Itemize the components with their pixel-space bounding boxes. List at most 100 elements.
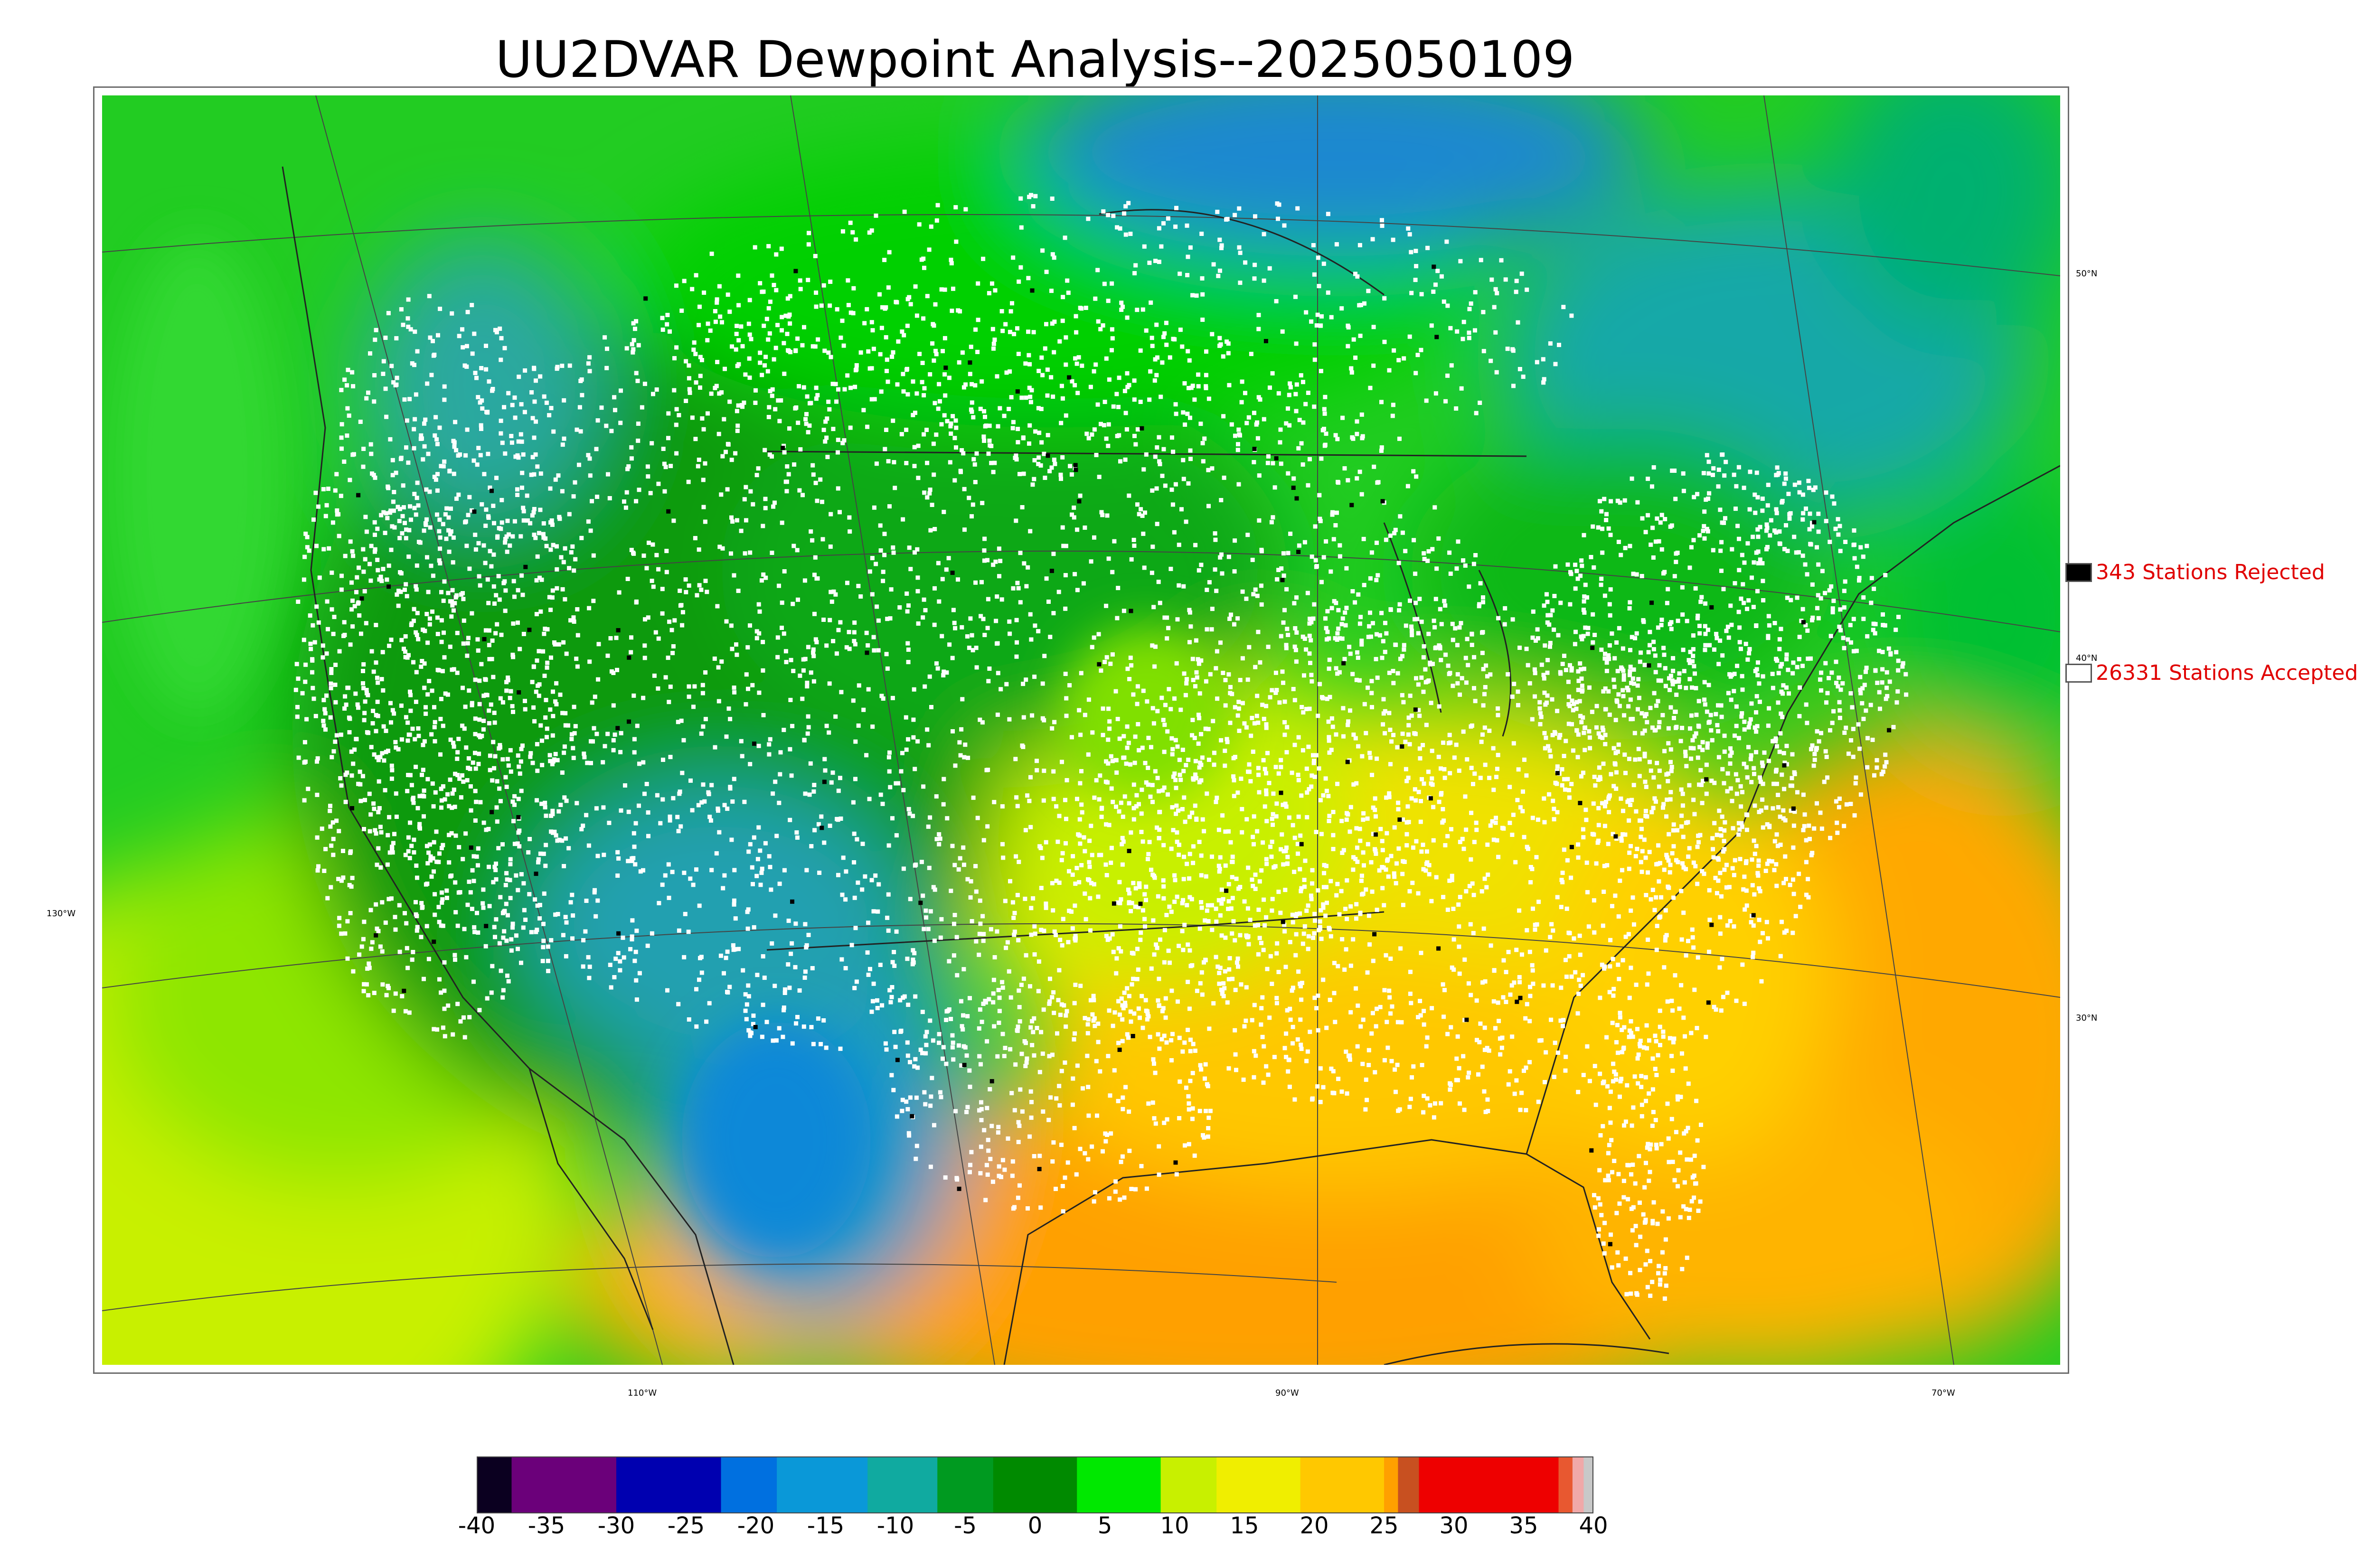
accepted-station-marker [1869, 576, 1874, 581]
accepted-station-marker [1455, 643, 1460, 648]
accepted-station-marker [1264, 1064, 1269, 1069]
accepted-station-marker [1014, 457, 1019, 462]
accepted-station-marker [1607, 713, 1612, 717]
accepted-station-marker [488, 549, 492, 554]
accepted-station-marker [1618, 1015, 1622, 1020]
accepted-station-marker [369, 649, 374, 654]
accepted-station-marker [1872, 773, 1876, 778]
accepted-station-marker [1127, 677, 1132, 681]
accepted-station-marker [1469, 993, 1473, 997]
accepted-station-marker [687, 387, 692, 392]
accepted-station-marker [549, 814, 554, 818]
accepted-station-marker [516, 588, 520, 592]
accepted-station-marker [1202, 829, 1206, 834]
accepted-station-marker [1299, 1042, 1303, 1047]
accepted-station-marker [981, 838, 986, 843]
accepted-station-marker [814, 640, 819, 645]
accepted-station-marker [687, 1017, 691, 1022]
accepted-station-marker [1720, 452, 1725, 457]
accepted-station-marker [677, 413, 681, 417]
accepted-station-marker [403, 521, 407, 526]
accepted-station-marker [1310, 881, 1315, 886]
accepted-station-marker [1581, 634, 1586, 638]
accepted-station-marker [1438, 607, 1442, 611]
accepted-station-marker [1104, 934, 1109, 939]
accepted-station-marker [1366, 913, 1371, 918]
accepted-station-marker [582, 751, 586, 756]
accepted-station-marker [1129, 663, 1134, 668]
accepted-station-marker [1092, 427, 1097, 432]
accepted-station-marker [1840, 681, 1845, 685]
accepted-station-marker [1620, 958, 1625, 963]
accepted-station-marker [1651, 555, 1656, 560]
accepted-station-marker [1719, 1008, 1724, 1013]
accepted-station-marker [1069, 909, 1074, 914]
accepted-station-marker [572, 568, 576, 573]
accepted-station-marker [697, 977, 701, 982]
accepted-station-marker [1772, 839, 1777, 844]
accepted-station-marker [1551, 798, 1555, 803]
accepted-station-marker [1548, 644, 1552, 649]
accepted-station-marker [1538, 711, 1543, 715]
accepted-station-marker [1368, 576, 1373, 581]
accepted-station-marker [315, 792, 320, 797]
accepted-station-marker [1507, 820, 1512, 825]
accepted-station-marker [906, 1003, 911, 1007]
accepted-station-marker [767, 331, 772, 336]
accepted-station-marker [1780, 714, 1785, 719]
accepted-station-marker [769, 887, 773, 892]
accepted-station-marker [611, 703, 616, 708]
accepted-station-marker [1639, 650, 1643, 655]
accepted-station-marker [1024, 953, 1028, 958]
accepted-station-marker [1354, 902, 1359, 907]
accepted-station-marker [1327, 735, 1331, 740]
accepted-station-marker [462, 927, 467, 931]
accepted-station-marker [812, 611, 817, 616]
accepted-station-marker [1285, 627, 1290, 631]
accepted-station-marker [632, 845, 637, 849]
accepted-station-marker [1403, 740, 1408, 744]
accepted-station-marker [1578, 714, 1583, 718]
accepted-station-marker [701, 782, 706, 787]
accepted-station-marker [1548, 613, 1553, 618]
accepted-station-marker [1611, 993, 1616, 998]
accepted-station-marker [1695, 492, 1700, 497]
accepted-station-marker [1210, 332, 1215, 337]
accepted-station-marker [439, 845, 444, 850]
accepted-station-marker [839, 957, 844, 962]
accepted-station-marker [562, 436, 566, 441]
accepted-station-marker [779, 398, 783, 403]
accepted-station-marker [1343, 623, 1348, 628]
accepted-station-marker [985, 824, 990, 829]
accepted-station-marker [1586, 924, 1591, 929]
accepted-station-marker [1598, 734, 1602, 739]
accepted-station-marker [1182, 854, 1187, 859]
accepted-station-marker [586, 361, 591, 366]
accepted-station-marker [1851, 617, 1856, 621]
accepted-station-marker [1226, 907, 1231, 911]
accepted-station-marker [784, 479, 789, 484]
accepted-station-marker [1705, 453, 1709, 458]
accepted-station-marker [1041, 798, 1046, 803]
accepted-station-marker [1836, 517, 1840, 522]
accepted-station-marker [1279, 758, 1283, 762]
accepted-station-marker [1722, 781, 1726, 786]
accepted-station-marker [1061, 917, 1065, 921]
accepted-station-marker [1369, 634, 1373, 639]
accepted-station-marker [1146, 766, 1150, 770]
accepted-station-marker [1487, 728, 1492, 733]
accepted-station-marker [1824, 490, 1828, 495]
accepted-station-marker [644, 566, 649, 571]
accepted-station-marker [764, 1020, 769, 1024]
accepted-station-marker [1106, 299, 1111, 303]
accepted-station-marker [1679, 889, 1684, 893]
accepted-station-marker [427, 616, 432, 621]
accepted-station-marker [1301, 380, 1305, 385]
accepted-station-marker [960, 350, 965, 355]
accepted-station-marker [1703, 702, 1707, 707]
accepted-station-marker [1322, 863, 1327, 867]
accepted-station-marker [1295, 842, 1300, 846]
accepted-station-marker [1742, 761, 1746, 766]
accepted-station-marker [782, 371, 787, 376]
accepted-station-marker [1365, 970, 1370, 975]
